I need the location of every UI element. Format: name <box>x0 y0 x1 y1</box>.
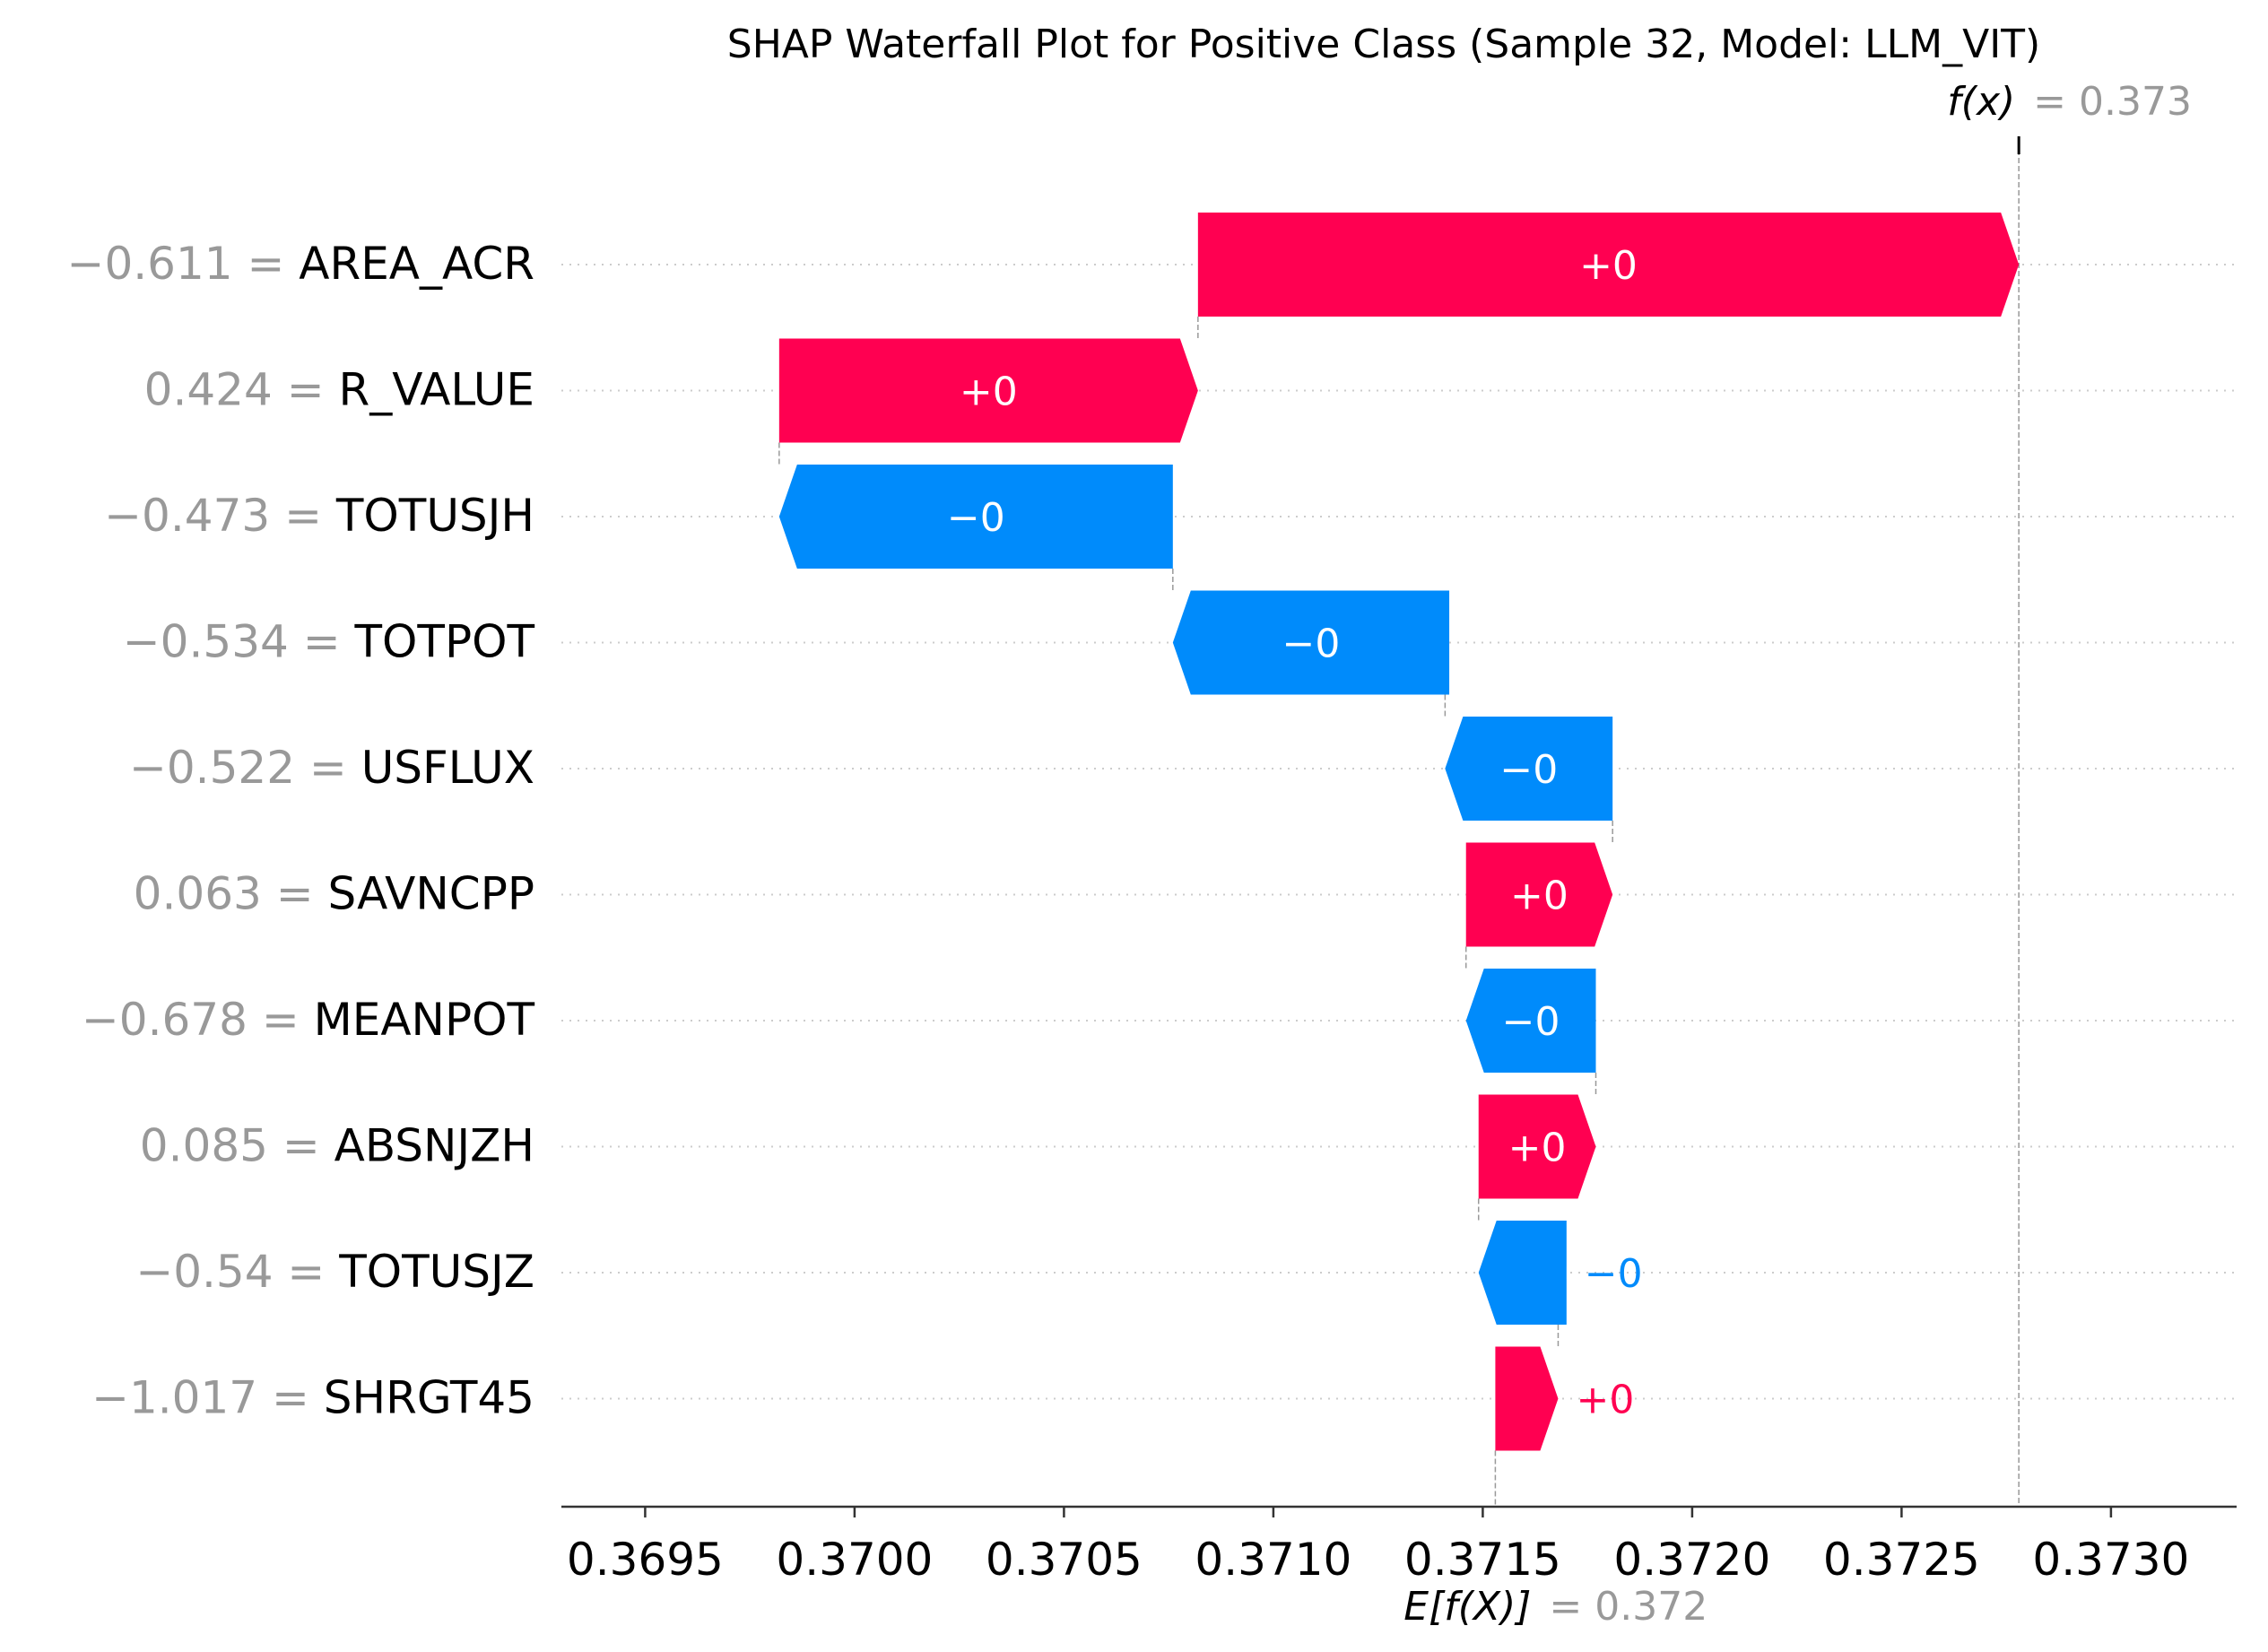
reference-lines <box>1494 136 2020 1507</box>
feature-name: ABSNJZH <box>335 1120 534 1172</box>
feature-label-totusjz: −0.54 = TOTUSJZ <box>135 1246 534 1298</box>
bar-usflux <box>1445 717 1613 821</box>
ex-label: E[f(X)] <box>1403 1584 1531 1630</box>
bar-label-area_acr: +0 <box>1579 243 1638 289</box>
feature-label-absnjzh: 0.085 = ABSNJZH <box>140 1120 534 1172</box>
feature-value: −0.522 = <box>129 742 361 794</box>
bar-labels: +0 +0 −0 −0 −0 +0 −0 +0 −0 +0 <box>947 243 1643 1423</box>
fx-value: = 0.373 <box>2033 79 2192 125</box>
bar-totpot <box>1172 590 1450 695</box>
bar-label-absnjzh: +0 <box>1508 1126 1567 1171</box>
x-tick-label: 0.3710 <box>1195 1534 1351 1586</box>
feature-label-meanpot: −0.678 = MEANPOT <box>82 994 535 1046</box>
feature-name: AREA_ACR <box>299 238 534 290</box>
feature-name: TOTUSJH <box>335 490 534 542</box>
bar-label-meanpot: −0 <box>1502 999 1560 1045</box>
feature-label-area_acr: −0.611 = AREA_ACR <box>67 238 534 290</box>
feature-value: −0.534 = <box>123 616 355 668</box>
x-tick-label: 0.3715 <box>1404 1534 1561 1586</box>
bar-label-totpot: −0 <box>1282 622 1340 667</box>
bars <box>778 213 2020 1451</box>
feature-value: 0.424 = <box>144 364 339 416</box>
fx-annotation: f(x) = 0.373 <box>1947 79 2192 125</box>
bar-shrgt45 <box>1495 1346 1559 1451</box>
feature-name: USFLUX <box>361 742 534 794</box>
bar-savncpp <box>1465 842 1613 947</box>
bar-label-shrgt45: +0 <box>1576 1378 1634 1423</box>
x-tick-label: 0.3730 <box>2032 1534 2189 1586</box>
feature-value: −0.611 = <box>67 238 300 290</box>
x-tick-label: 0.3700 <box>776 1534 933 1586</box>
bar-absnjzh <box>1478 1094 1596 1199</box>
fx-label: f(x) <box>1947 79 2015 125</box>
bar-meanpot <box>1465 969 1596 1073</box>
feature-label-shrgt45: −1.017 = SHRGT45 <box>91 1372 534 1424</box>
x-tick-label: 0.3705 <box>986 1534 1143 1586</box>
feature-label-savncpp: 0.063 = SAVNCPP <box>134 868 534 920</box>
x-tick-label: 0.3695 <box>567 1534 724 1586</box>
feature-value: 0.085 = <box>140 1120 335 1172</box>
ex-annotation: E[f(X)] = 0.372 <box>1403 1584 1708 1630</box>
feature-value: −0.54 = <box>135 1246 339 1298</box>
feature-value: −0.678 = <box>82 994 314 1046</box>
connector-lines <box>778 317 1613 1347</box>
feature-label-totusjh: −0.473 = TOTUSJH <box>104 490 534 542</box>
ex-value: = 0.372 <box>1549 1584 1708 1630</box>
bar-label-r_value: +0 <box>960 370 1018 415</box>
feature-name: TOTUSJZ <box>338 1246 534 1298</box>
bar-label-usflux: −0 <box>1499 747 1558 793</box>
feature-name: R_VALUE <box>338 364 534 416</box>
x-axis: 0.3695 0.3700 0.3705 0.3710 0.3715 0.3720 0.37… <box>561 1505 2237 1586</box>
bar-area_acr <box>1197 213 2020 317</box>
bar-totusjz <box>1478 1221 1567 1325</box>
feature-name: SAVNCPP <box>328 868 535 920</box>
x-tick-label: 0.3720 <box>1613 1534 1770 1586</box>
feature-name: MEANPOT <box>314 994 535 1046</box>
feature-label-totpot: −0.534 = TOTPOT <box>123 616 535 668</box>
x-tick-label: 0.3725 <box>1823 1534 1980 1586</box>
feature-label-usflux: −0.522 = USFLUX <box>129 742 534 794</box>
feature-label-r_value: 0.424 = R_VALUE <box>144 364 534 416</box>
bar-r_value <box>778 338 1198 443</box>
feature-name: SHRGT45 <box>324 1372 534 1424</box>
bar-label-totusjh: −0 <box>947 495 1005 541</box>
feature-labels: −0.611 = AREA_ACR 0.424 = R_VALUE −0.473 =… <box>67 238 535 1424</box>
feature-value: 0.063 = <box>134 868 328 920</box>
feature-name: TOTPOT <box>354 616 535 668</box>
chart-title: SHAP Waterfall Plot for Positive Class (… <box>727 22 2040 67</box>
bar-totusjh <box>778 465 1173 569</box>
feature-value: −1.017 = <box>91 1372 324 1424</box>
bar-label-savncpp: +0 <box>1510 874 1568 919</box>
bar-label-totusjz: −0 <box>1585 1251 1643 1297</box>
feature-value: −0.473 = <box>104 490 336 542</box>
